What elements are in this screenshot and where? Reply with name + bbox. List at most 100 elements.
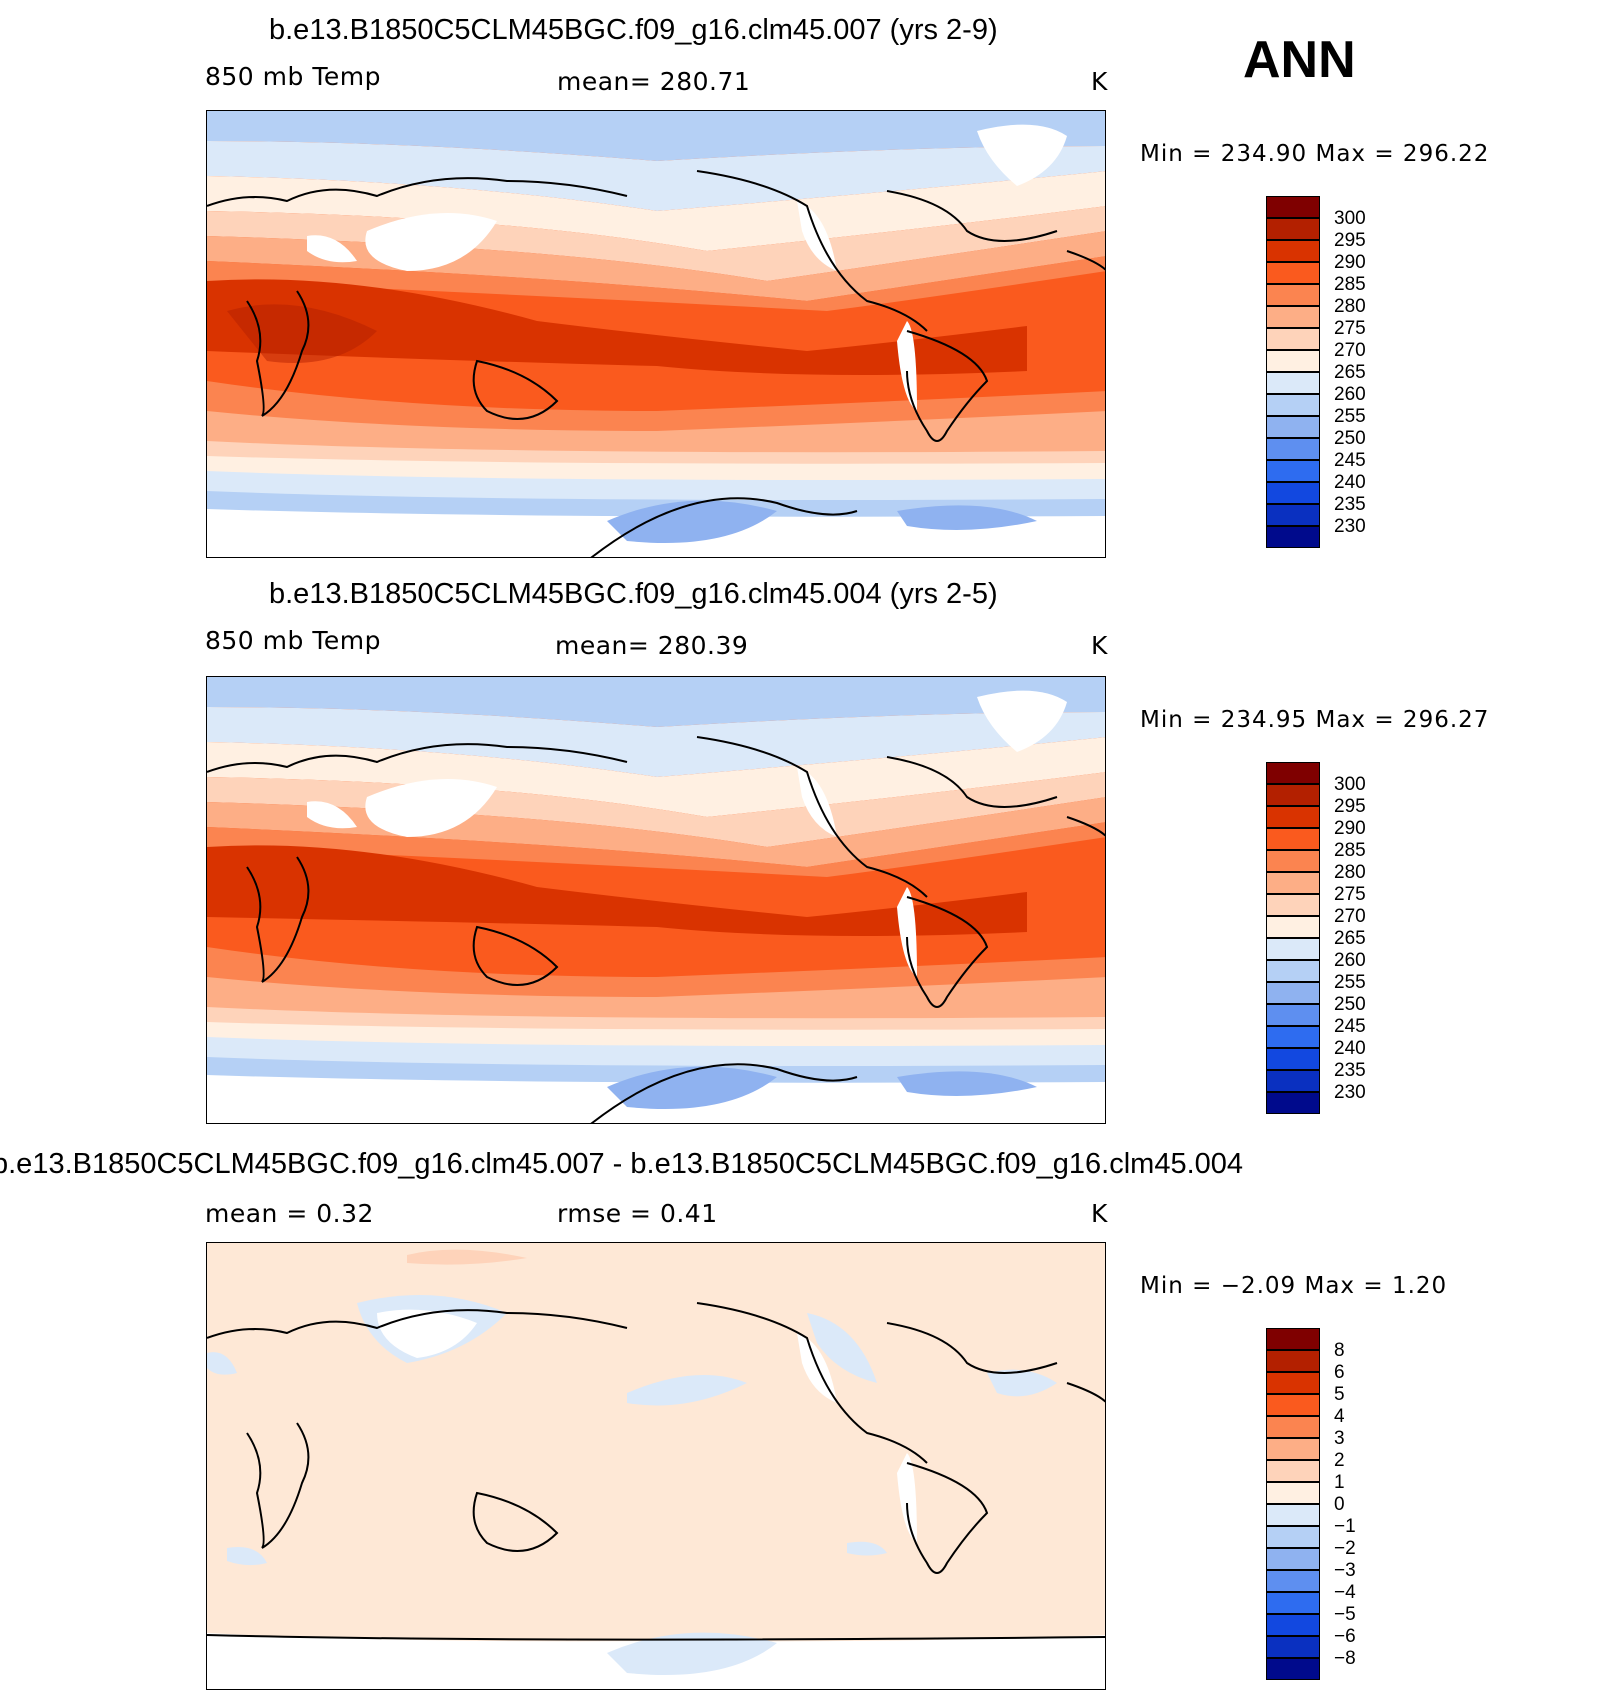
colorbar-swatch	[1266, 284, 1320, 306]
colorbar-label: 285	[1334, 840, 1366, 861]
colorbar-label: 235	[1334, 1060, 1366, 1081]
unit-label: K	[1091, 1199, 1108, 1228]
colorbar-label: 280	[1334, 862, 1366, 883]
colorbar-label: 230	[1334, 516, 1366, 537]
min-max-label: Min = −2.09 Max = 1.20	[1140, 1273, 1448, 1299]
colorbar-swatch	[1266, 916, 1320, 938]
colorbar-label: −1	[1334, 1516, 1356, 1537]
colorbar-swatch	[1266, 762, 1320, 784]
panel-title: b.e13.B1850C5CLM45BGC.f09_g16.clm45.004 …	[269, 578, 998, 610]
colorbar-swatch	[1266, 196, 1320, 218]
colorbar-label: 270	[1334, 340, 1366, 361]
temperature-map	[206, 676, 1106, 1124]
colorbar-swatch	[1266, 1592, 1320, 1614]
colorbar-swatch	[1266, 1482, 1320, 1504]
colorbar-label: 2	[1334, 1450, 1345, 1471]
colorbar-label: 250	[1334, 428, 1366, 449]
colorbar-label: 1	[1334, 1472, 1345, 1493]
season-label: ANN	[1243, 31, 1356, 89]
colorbar-label: 3	[1334, 1428, 1345, 1449]
variable-label: 850 mb Temp	[205, 626, 381, 655]
colorbar-label: 255	[1334, 406, 1366, 427]
colorbar-label: 0	[1334, 1494, 1345, 1515]
colorbar-swatch	[1266, 504, 1320, 526]
colorbar-label: −6	[1334, 1626, 1356, 1647]
colorbar-label: 290	[1334, 252, 1366, 273]
min-max-label: Min = 234.95 Max = 296.27	[1140, 707, 1490, 733]
colorbar-label: −4	[1334, 1582, 1356, 1603]
colorbar-swatch	[1266, 1570, 1320, 1592]
colorbar-label: −5	[1334, 1604, 1356, 1625]
colorbar-swatch	[1266, 1048, 1320, 1070]
unit-label: K	[1091, 631, 1108, 660]
colorbar-label: 285	[1334, 274, 1366, 295]
colorbar-swatch	[1266, 982, 1320, 1004]
colorbar-swatch	[1266, 218, 1320, 240]
colorbar-swatch	[1266, 526, 1320, 548]
panel-title: b.e13.B1850C5CLM45BGC.f09_g16.clm45.007 …	[0, 1148, 1244, 1180]
variable-label: 850 mb Temp	[205, 62, 381, 91]
temperature-map	[206, 110, 1106, 558]
colorbar-swatch	[1266, 394, 1320, 416]
colorbar-label: 295	[1334, 230, 1366, 251]
colorbar-swatch	[1266, 1614, 1320, 1636]
colorbar-swatch	[1266, 1350, 1320, 1372]
mean-label: mean= 280.71	[557, 67, 751, 96]
colorbar-label: 235	[1334, 494, 1366, 515]
colorbar-swatch	[1266, 960, 1320, 982]
colorbar-swatch	[1266, 350, 1320, 372]
colorbar-swatch	[1266, 1416, 1320, 1438]
colorbar-swatch	[1266, 1070, 1320, 1092]
colorbar-swatch	[1266, 1504, 1320, 1526]
colorbar-label: −2	[1334, 1538, 1356, 1559]
colorbar-swatch	[1266, 1328, 1320, 1350]
colorbar-swatch	[1266, 1372, 1320, 1394]
colorbar-swatch	[1266, 1658, 1320, 1680]
colorbar-swatch	[1266, 460, 1320, 482]
colorbar-swatch	[1266, 894, 1320, 916]
panel-title: b.e13.B1850C5CLM45BGC.f09_g16.clm45.007 …	[269, 14, 998, 46]
colorbar-label: 245	[1334, 450, 1366, 471]
colorbar-swatch	[1266, 482, 1320, 504]
colorbar-swatch	[1266, 1526, 1320, 1548]
colorbar-swatch	[1266, 806, 1320, 828]
colorbar-label: 280	[1334, 296, 1366, 317]
difference-map	[206, 1242, 1106, 1690]
colorbar-swatch	[1266, 372, 1320, 394]
colorbar-label: −3	[1334, 1560, 1356, 1581]
colorbar-swatch	[1266, 306, 1320, 328]
colorbar-swatch	[1266, 850, 1320, 872]
colorbar-label: 300	[1334, 208, 1366, 229]
colorbar-label: 275	[1334, 318, 1366, 339]
min-max-label: Min = 234.90 Max = 296.22	[1140, 141, 1490, 167]
colorbar-swatch	[1266, 872, 1320, 894]
colorbar-label: 250	[1334, 994, 1366, 1015]
colorbar-swatch	[1266, 938, 1320, 960]
colorbar-swatch	[1266, 1460, 1320, 1482]
colorbar-swatch	[1266, 1004, 1320, 1026]
colorbar-label: 255	[1334, 972, 1366, 993]
colorbar-label: 295	[1334, 796, 1366, 817]
colorbar-label: 260	[1334, 950, 1366, 971]
colorbar-label: 4	[1334, 1406, 1345, 1427]
colorbar-swatch	[1266, 416, 1320, 438]
colorbar-label: 265	[1334, 928, 1366, 949]
colorbar-label: 8	[1334, 1340, 1345, 1361]
colorbar-label: 290	[1334, 818, 1366, 839]
colorbar-swatch	[1266, 1394, 1320, 1416]
colorbar-label: 260	[1334, 384, 1366, 405]
unit-label: K	[1091, 67, 1108, 96]
colorbar-label: 240	[1334, 1038, 1366, 1059]
colorbar-swatch	[1266, 1438, 1320, 1460]
mean-label: mean = 0.32	[205, 1199, 374, 1228]
colorbar-swatch	[1266, 240, 1320, 262]
colorbar-swatch	[1266, 1636, 1320, 1658]
colorbar-label: 265	[1334, 362, 1366, 383]
colorbar-swatch	[1266, 262, 1320, 284]
colorbar-label: 275	[1334, 884, 1366, 905]
colorbar-label: 6	[1334, 1362, 1345, 1383]
colorbar-swatch	[1266, 1026, 1320, 1048]
colorbar-swatch	[1266, 438, 1320, 460]
colorbar-label: 270	[1334, 906, 1366, 927]
colorbar-swatch	[1266, 1092, 1320, 1114]
